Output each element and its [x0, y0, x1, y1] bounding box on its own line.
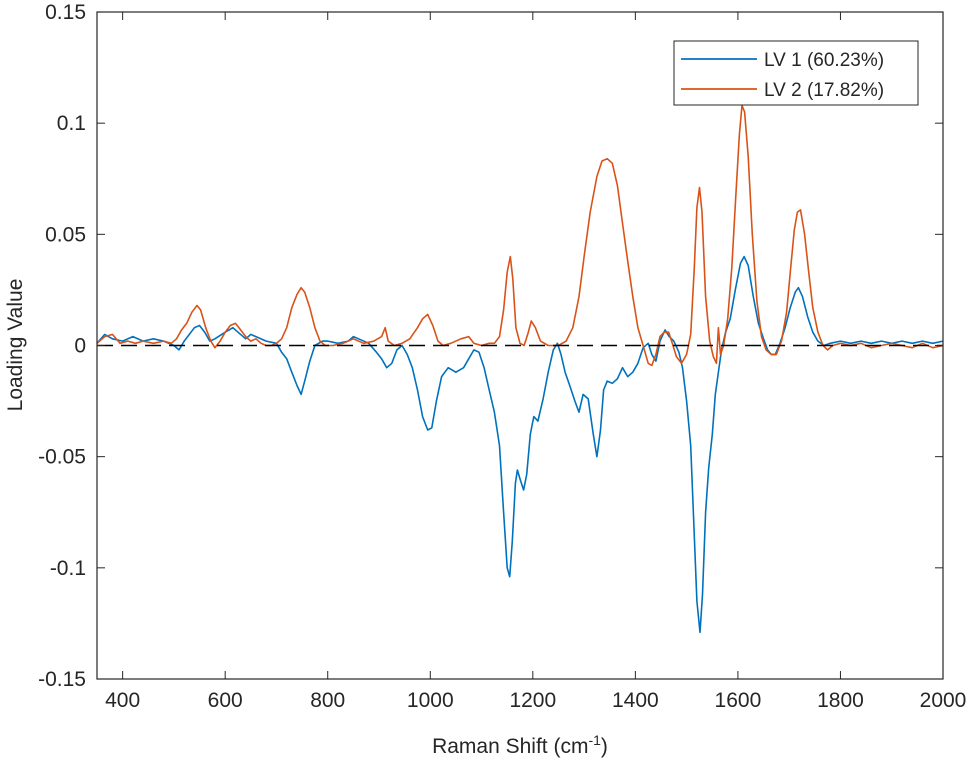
legend-box	[673, 40, 919, 106]
y-tick-label: -0.05	[38, 446, 86, 469]
x-tick-label: 400	[105, 689, 140, 712]
x-tick-label: 2000	[920, 689, 967, 712]
x-tick-label: 1400	[612, 689, 659, 712]
series-layer	[96, 104, 944, 634]
ticks-layer	[97, 11, 944, 680]
x-tick-label: 800	[310, 689, 345, 712]
legend-label-lv1: LV 1 (60.23%)	[764, 50, 884, 71]
x-tick-label: 1200	[509, 689, 556, 712]
y-axis-title: Loading Value	[4, 279, 27, 412]
y-tick-label: 0.15	[45, 1, 86, 24]
legend: LV 1 (60.23%) LV 2 (17.82%)	[673, 40, 919, 106]
series-line-lv2	[96, 104, 944, 367]
x-tick-label: 1000	[407, 689, 454, 712]
y-tick-label: 0.1	[57, 112, 86, 135]
y-tick-label: -0.1	[50, 557, 86, 580]
legend-label-lv2: LV 2 (17.82%)	[764, 80, 884, 101]
y-tick-label: 0.05	[45, 223, 86, 246]
x-tick-label: 1800	[817, 689, 864, 712]
y-tick-label: 0	[74, 335, 86, 358]
x-axis-title: Raman Shift (cm-1)	[432, 732, 608, 758]
y-tick-label: -0.15	[38, 668, 86, 691]
tick-labels-layer: 400 600 800 1000 1200 1400 1600 1800 2000 -0.15 -0…	[38, 1, 966, 712]
x-tick-label: 600	[208, 689, 243, 712]
x-tick-label: 1600	[715, 689, 762, 712]
